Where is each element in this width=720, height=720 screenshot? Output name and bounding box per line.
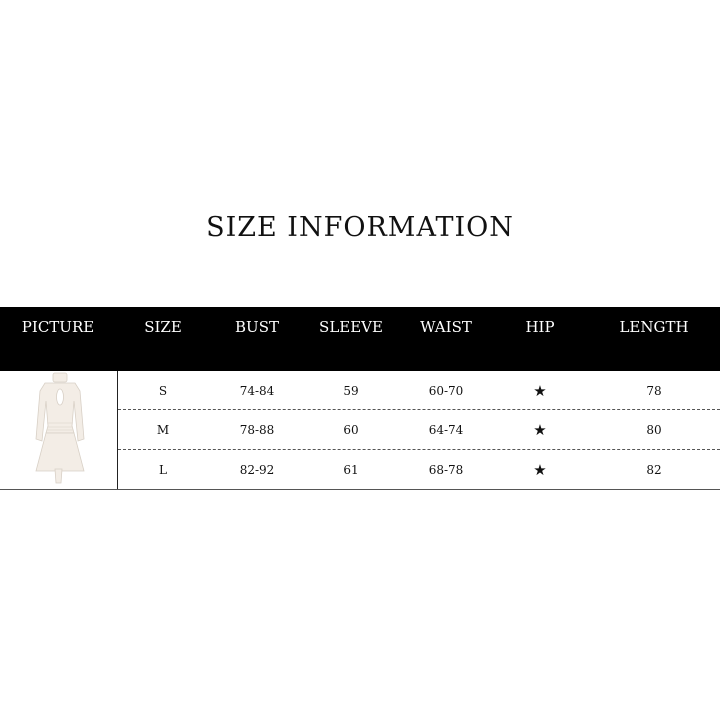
white-dress-icon xyxy=(35,372,85,484)
table-header: PICTURE SIZE BUST SLEEVE WAIST HIP LENGT… xyxy=(0,307,720,371)
row-divider xyxy=(118,449,720,450)
header-hip: HIP xyxy=(525,318,555,336)
header-picture: PICTURE xyxy=(21,318,95,336)
header-length: LENGTH xyxy=(619,318,689,336)
column-divider xyxy=(117,371,118,489)
sleeve-cell: 59 xyxy=(343,383,359,398)
waist-cell: 68-78 xyxy=(428,462,464,477)
table-bottom-border xyxy=(0,489,720,490)
waist-cell: 64-74 xyxy=(428,422,464,437)
bust-cell: 82-92 xyxy=(239,462,275,477)
header-size: SIZE xyxy=(144,318,182,336)
size-cell: L xyxy=(159,462,167,477)
size-cell: S xyxy=(158,383,168,398)
waist-cell: 60-70 xyxy=(428,383,464,398)
size-cell: M xyxy=(156,422,170,437)
header-bust: BUST xyxy=(235,318,279,336)
table-row: L 82-92 61 68-78 ★ 82 xyxy=(0,450,720,489)
bust-cell: 78-88 xyxy=(239,422,275,437)
header-sleeve: SLEEVE xyxy=(319,318,383,336)
hip-star-icon: ★ xyxy=(533,381,547,400)
sleeve-cell: 60 xyxy=(343,422,359,437)
table-row: M 78-88 60 64-74 ★ 80 xyxy=(0,410,720,449)
page-title: SIZE INFORMATION xyxy=(206,212,514,243)
sleeve-cell: 61 xyxy=(343,462,359,477)
hip-star-icon: ★ xyxy=(533,460,547,479)
bust-cell: 74-84 xyxy=(239,383,275,398)
length-cell: 80 xyxy=(646,422,662,437)
hip-star-icon: ★ xyxy=(533,420,547,439)
dress-picture xyxy=(0,371,117,489)
header-waist: WAIST xyxy=(420,318,472,336)
table-row: S 74-84 59 60-70 ★ 78 xyxy=(0,371,720,410)
length-cell: 82 xyxy=(646,462,662,477)
row-divider xyxy=(118,409,720,410)
length-cell: 78 xyxy=(646,383,662,398)
